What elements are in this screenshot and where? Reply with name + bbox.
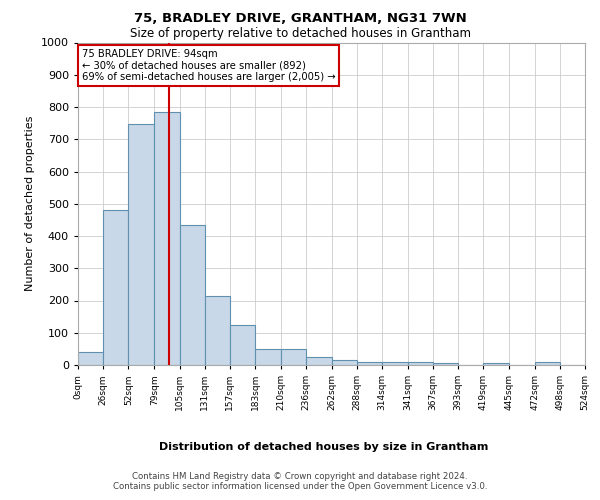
Bar	[281, 349, 307, 365]
Text: 75 BRADLEY DRIVE: 94sqm
← 30% of detached houses are smaller (892)
69% of semi-d: 75 BRADLEY DRIVE: 94sqm ← 30% of detache…	[82, 49, 335, 82]
Bar	[307, 357, 331, 365]
Bar	[205, 296, 230, 365]
Text: Distribution of detached houses by size in Grantham: Distribution of detached houses by size …	[160, 442, 488, 452]
Text: 75, BRADLEY DRIVE, GRANTHAM, NG31 7WN: 75, BRADLEY DRIVE, GRANTHAM, NG31 7WN	[134, 12, 466, 26]
Bar	[484, 364, 509, 365]
Bar	[535, 362, 560, 365]
Text: Contains HM Land Registry data © Crown copyright and database right 2024.: Contains HM Land Registry data © Crown c…	[132, 472, 468, 481]
Bar	[433, 364, 458, 365]
Bar	[230, 324, 255, 365]
Bar	[128, 124, 154, 365]
Bar	[103, 210, 128, 365]
Text: Contains public sector information licensed under the Open Government Licence v3: Contains public sector information licen…	[113, 482, 487, 491]
Bar	[331, 360, 356, 365]
Bar	[154, 112, 179, 365]
Bar	[255, 349, 281, 365]
Bar	[382, 362, 408, 365]
Bar	[356, 362, 382, 365]
Bar	[179, 226, 205, 365]
Bar	[408, 362, 433, 365]
Bar	[78, 352, 103, 365]
Text: Size of property relative to detached houses in Grantham: Size of property relative to detached ho…	[130, 28, 470, 40]
Y-axis label: Number of detached properties: Number of detached properties	[25, 116, 35, 292]
